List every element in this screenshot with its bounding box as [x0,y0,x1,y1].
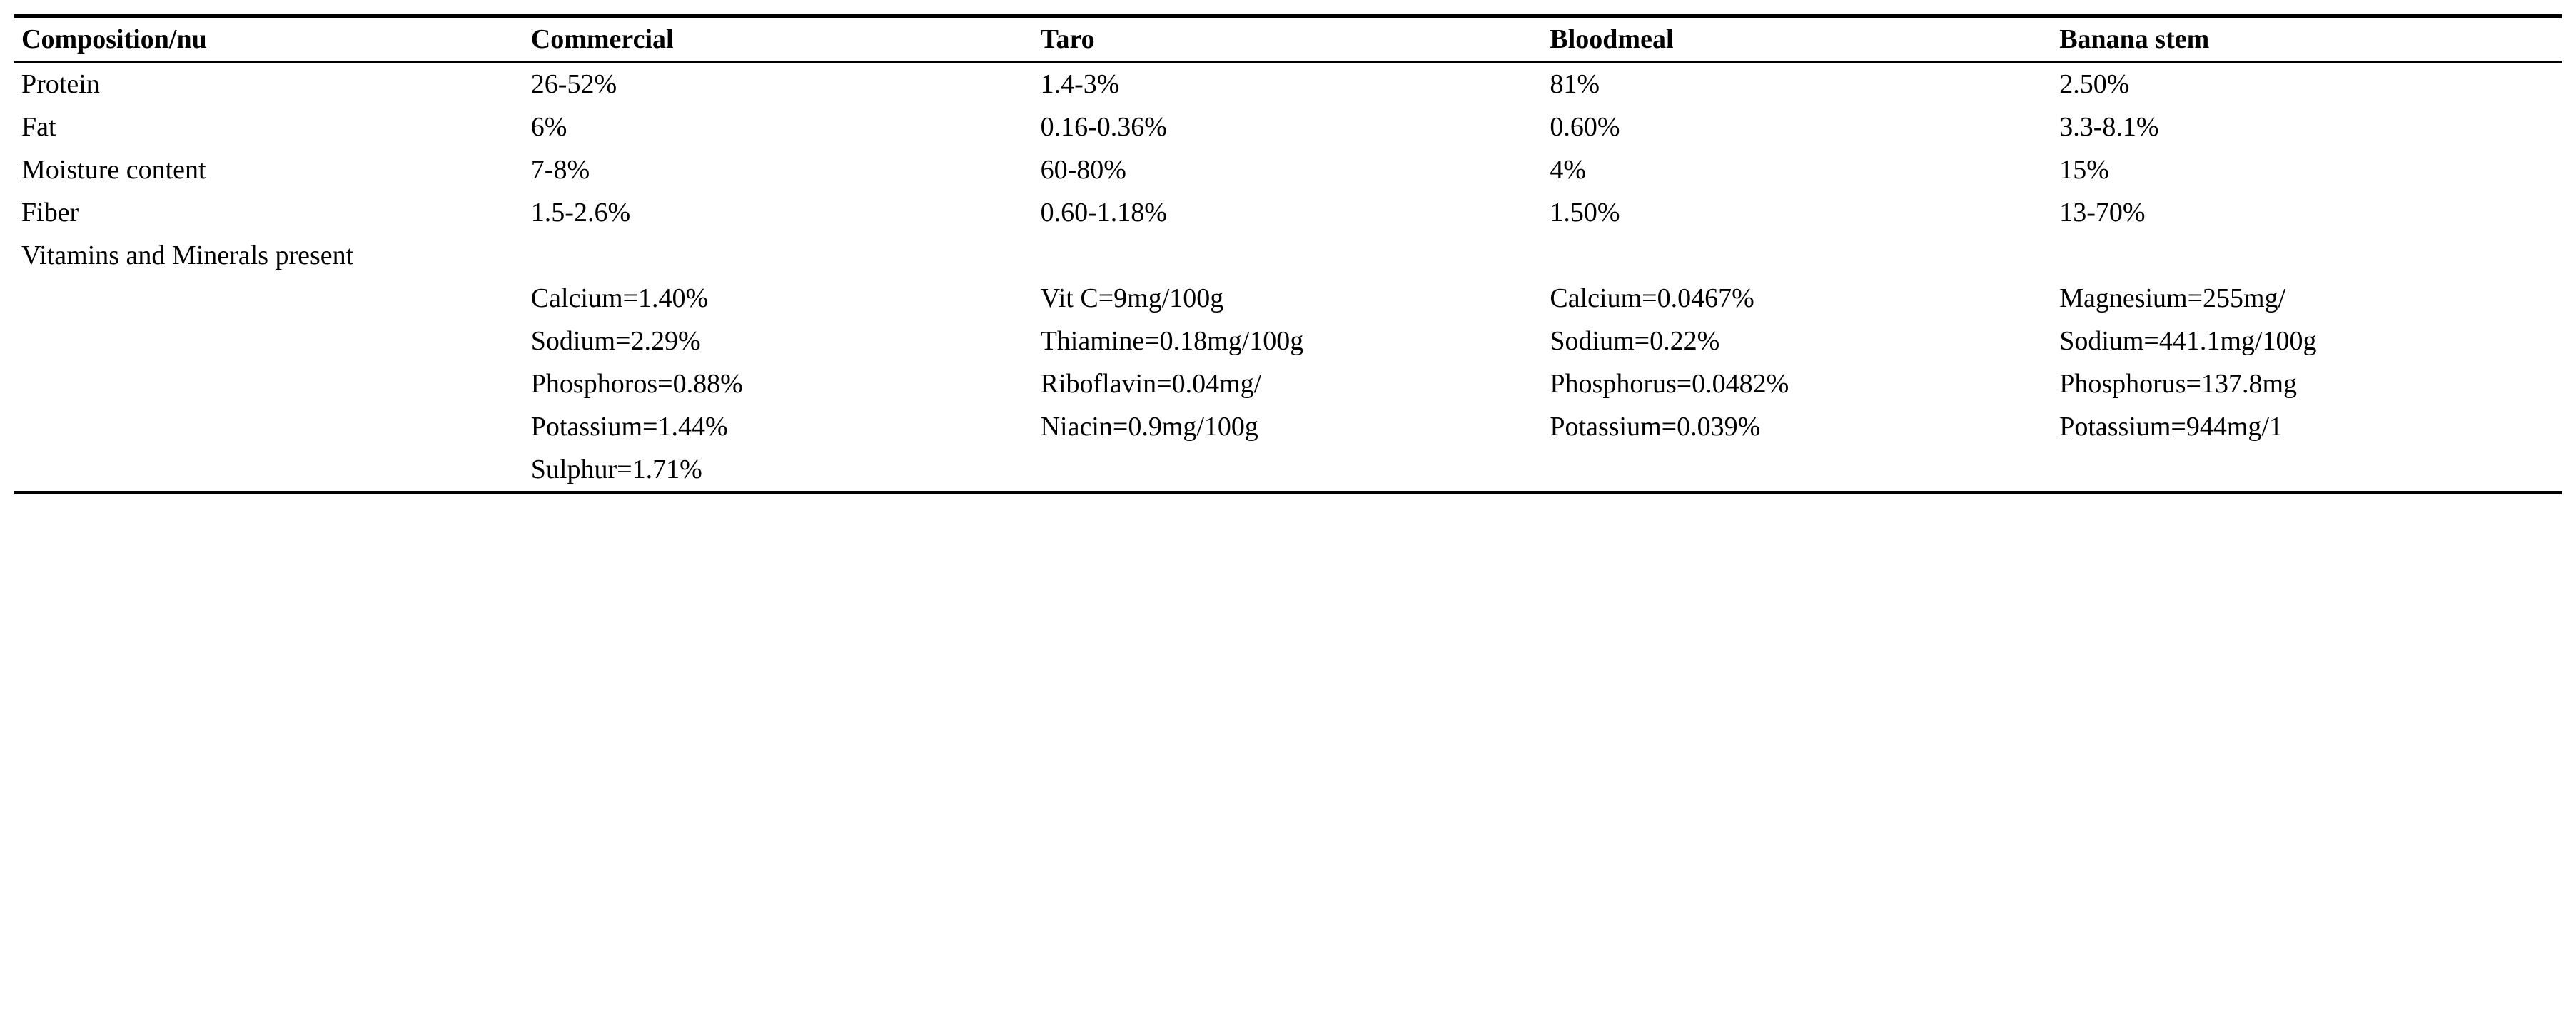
row-vitamins-4: Potassium=1.44% Niacin=0.9mg/100g Potass… [14,405,2562,448]
cell: 2.50% [2052,62,2562,106]
cell: Calcium=1.40% [524,277,1034,320]
cell: 1.5-2.6% [524,191,1034,234]
cell: Vit C=9mg/100g [1034,277,1543,320]
row-label: Fat [14,106,524,148]
cell: Phosphorus=137.8mg [2052,362,2562,405]
col-header-banana-stem: Banana stem [2052,16,2562,62]
col-header-composition: Composition/nu [14,16,524,62]
empty-cell [14,320,524,362]
row-label: Moisture content [14,148,524,191]
row-vitamins-3: Phosphoros=0.88% Riboflavin=0.04mg/ Phos… [14,362,2562,405]
cell: 3.3-8.1% [2052,106,2562,148]
cell: Potassium=0.039% [1542,405,2052,448]
col-header-taro: Taro [1034,16,1543,62]
vitamins-section-label: Vitamins and Minerals present [14,234,2562,277]
cell: 7-8% [524,148,1034,191]
cell [1034,448,1543,493]
row-label: Fiber [14,191,524,234]
cell: Calcium=0.0467% [1542,277,2052,320]
col-header-commercial: Commercial [524,16,1034,62]
composition-table: Composition/nu Commercial Taro Bloodmeal… [14,14,2562,494]
cell: 0.60-1.18% [1034,191,1543,234]
cell: Sulphur=1.71% [524,448,1034,493]
empty-cell [14,277,524,320]
empty-cell [14,362,524,405]
cell: 13-70% [2052,191,2562,234]
cell [2052,448,2562,493]
cell: Riboflavin=0.04mg/ [1034,362,1543,405]
cell: Potassium=1.44% [524,405,1034,448]
cell: 6% [524,106,1034,148]
cell: 81% [1542,62,2052,106]
row-fat: Fat 6% 0.16-0.36% 0.60% 3.3-8.1% [14,106,2562,148]
cell: 0.60% [1542,106,2052,148]
cell: Phosphoros=0.88% [524,362,1034,405]
empty-cell [14,405,524,448]
cell: 0.16-0.36% [1034,106,1543,148]
row-protein: Protein 26-52% 1.4-3% 81% 2.50% [14,62,2562,106]
cell: Niacin=0.9mg/100g [1034,405,1543,448]
row-vitamins-2: Sodium=2.29% Thiamine=0.18mg/100g Sodium… [14,320,2562,362]
row-moisture: Moisture content 7-8% 60-80% 4% 15% [14,148,2562,191]
cell: Sodium=441.1mg/100g [2052,320,2562,362]
col-header-bloodmeal: Bloodmeal [1542,16,2052,62]
row-label: Protein [14,62,524,106]
cell: Potassium=944mg/1 [2052,405,2562,448]
cell: Phosphorus=0.0482% [1542,362,2052,405]
row-vitamins-1: Calcium=1.40% Vit C=9mg/100g Calcium=0.0… [14,277,2562,320]
cell: Thiamine=0.18mg/100g [1034,320,1543,362]
cell: Sodium=2.29% [524,320,1034,362]
row-fiber: Fiber 1.5-2.6% 0.60-1.18% 1.50% 13-70% [14,191,2562,234]
row-vitamins-5: Sulphur=1.71% [14,448,2562,493]
header-row: Composition/nu Commercial Taro Bloodmeal… [14,16,2562,62]
cell [1542,448,2052,493]
cell: 60-80% [1034,148,1543,191]
cell: 1.50% [1542,191,2052,234]
empty-cell [14,448,524,493]
cell: Sodium=0.22% [1542,320,2052,362]
cell: 15% [2052,148,2562,191]
row-vitamins-header: Vitamins and Minerals present [14,234,2562,277]
cell: 1.4-3% [1034,62,1543,106]
cell: Magnesium=255mg/ [2052,277,2562,320]
cell: 26-52% [524,62,1034,106]
cell: 4% [1542,148,2052,191]
